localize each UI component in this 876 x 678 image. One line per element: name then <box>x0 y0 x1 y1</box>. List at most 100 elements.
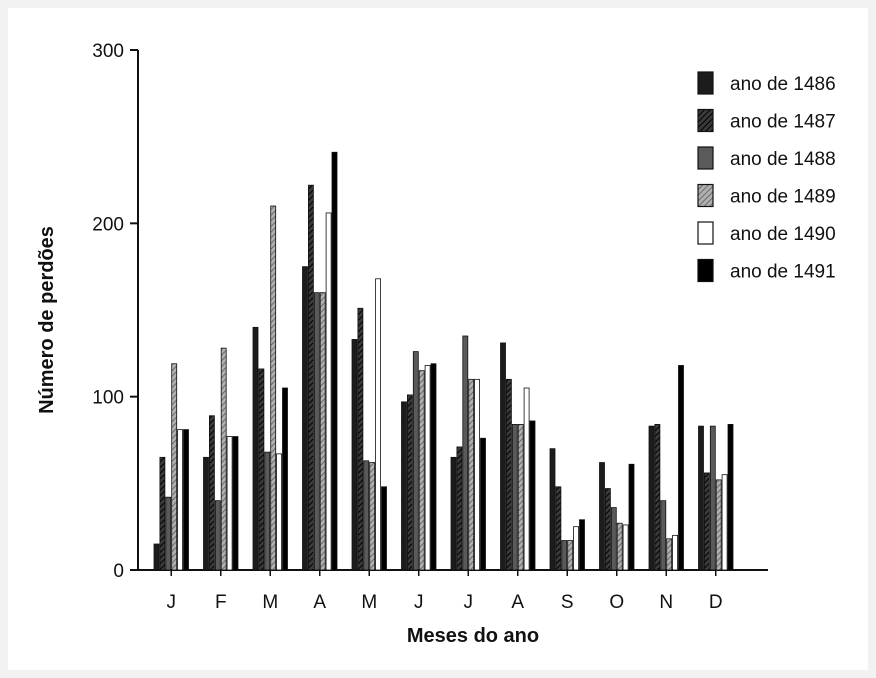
x-tick-label: A <box>511 592 524 613</box>
bar <box>468 378 475 571</box>
bar <box>208 415 215 571</box>
bar <box>517 423 524 571</box>
bar <box>430 363 437 571</box>
bar <box>418 370 425 571</box>
bar <box>369 462 376 571</box>
x-tick-label: J <box>414 592 424 613</box>
bar <box>325 212 332 571</box>
bar <box>678 365 684 571</box>
bar <box>561 540 568 571</box>
bar <box>462 335 469 571</box>
bar <box>264 451 271 571</box>
bar <box>567 540 574 571</box>
bar <box>555 486 562 571</box>
bar <box>456 446 463 571</box>
legend-swatch <box>697 71 714 95</box>
bar <box>523 387 530 571</box>
x-tick-label: S <box>561 592 574 613</box>
legend-label: ano de 1486 <box>730 74 836 95</box>
bar-chart: 0 100 200 300 Número de perdões J F M A M J J A S O N D M… <box>36 41 836 647</box>
bar <box>704 472 710 571</box>
bar <box>214 500 221 571</box>
bar <box>406 394 413 571</box>
legend-label: ano de 1487 <box>730 112 836 133</box>
bar <box>698 425 704 571</box>
bar <box>672 534 678 571</box>
legend-label: ano de 1491 <box>730 262 836 283</box>
bar <box>709 425 716 571</box>
x-tick-label: M <box>262 592 278 613</box>
legend-swatch <box>697 221 714 245</box>
x-tick-label: N <box>659 592 673 613</box>
x-tick-label: O <box>609 592 624 613</box>
x-axis-title: Meses do ano <box>407 625 539 647</box>
bar <box>319 292 326 571</box>
bar <box>579 519 585 571</box>
bar <box>363 460 370 571</box>
bar <box>375 278 382 571</box>
chart-figure: 0 100 200 300 Número de perdões J F M A M J J A S O N D M… <box>8 8 868 670</box>
bar <box>573 526 579 571</box>
bar <box>203 456 209 571</box>
bar <box>357 307 364 571</box>
bar <box>424 365 431 571</box>
bar <box>220 347 227 571</box>
bar <box>252 326 259 571</box>
legend: ano de 1486 ano de 1487 ano de 1488 ano de … <box>697 71 836 283</box>
bar <box>331 151 338 571</box>
legend-swatch <box>697 183 714 208</box>
bar <box>276 453 283 571</box>
bar <box>648 425 655 571</box>
legend-label: ano de 1488 <box>730 149 836 170</box>
bar <box>505 378 512 571</box>
bar <box>549 448 556 571</box>
bar <box>232 436 239 571</box>
bar <box>605 488 611 571</box>
bar <box>302 266 308 571</box>
legend-label: ano de 1489 <box>730 187 836 208</box>
bar <box>226 436 233 571</box>
bar <box>529 420 536 571</box>
bar <box>474 378 481 571</box>
bar <box>401 401 407 571</box>
y-tick-label: 0 <box>113 561 124 582</box>
x-tick-label: J <box>167 592 177 613</box>
bar <box>282 387 288 571</box>
bar <box>622 524 629 571</box>
bar <box>500 342 506 571</box>
bar <box>153 543 160 571</box>
bar <box>381 486 387 571</box>
legend-swatch <box>697 146 714 170</box>
bar <box>171 363 178 571</box>
legend-swatch <box>697 108 714 133</box>
bar <box>307 184 314 571</box>
bar <box>313 292 320 571</box>
bar <box>183 429 189 571</box>
legend-swatch <box>697 258 714 283</box>
x-tick-label: J <box>464 592 474 613</box>
axes: 0 100 200 300 Número de perdões J F M A M J J A S O N D M… <box>36 41 768 647</box>
bar <box>258 368 265 571</box>
bar <box>177 429 184 571</box>
x-tick-label: F <box>215 592 227 613</box>
y-tick-label: 100 <box>92 388 124 409</box>
y-tick-label: 300 <box>92 41 124 62</box>
y-axis-title: Número de perdões <box>36 226 58 414</box>
bar <box>270 205 277 571</box>
bar <box>715 479 722 571</box>
bar <box>480 437 486 571</box>
bar <box>666 538 673 571</box>
bar <box>660 500 667 571</box>
bar <box>610 507 617 571</box>
bar <box>654 423 661 571</box>
bar <box>511 423 518 571</box>
bars <box>153 151 734 571</box>
x-tick-label: D <box>709 592 723 613</box>
bar <box>727 423 734 571</box>
x-tick-label: M <box>361 592 377 613</box>
bar <box>159 456 166 571</box>
bar <box>599 462 605 571</box>
bar <box>616 522 623 571</box>
bar <box>351 339 358 571</box>
bar <box>412 351 419 571</box>
